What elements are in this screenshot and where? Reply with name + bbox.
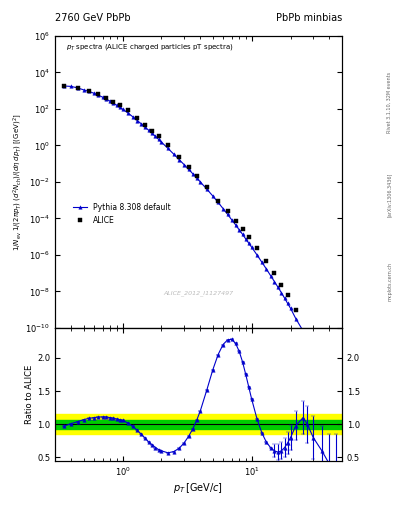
ALICE [305,329,310,335]
Pythia 8.308 default [285,301,290,307]
X-axis label: $p_T\,[\mathrm{GeV}/c]$: $p_T\,[\mathrm{GeV}/c]$ [173,481,224,495]
ALICE [111,98,116,104]
Text: 2760 GeV PbPb: 2760 GeV PbPb [55,13,130,23]
ALICE [264,258,269,264]
ALICE [186,164,191,170]
Text: ALICE_2012_I1127497: ALICE_2012_I1127497 [163,290,233,296]
Text: PbPb minbias: PbPb minbias [275,13,342,23]
Pythia 8.308 default [225,211,230,217]
Bar [55,420,342,429]
Line: Pythia 8.308 default: Pythia 8.308 default [62,84,338,421]
ALICE [225,208,230,215]
ALICE [177,154,182,160]
ALICE [285,292,290,298]
ALICE [279,282,284,288]
Pythia 8.308 default [204,186,209,193]
Text: mcplots.cern.ch: mcplots.cern.ch [387,262,392,301]
ALICE [194,173,199,179]
ALICE [255,245,259,251]
ALICE [240,226,245,232]
Legend: Pythia 8.308 default, ALICE: Pythia 8.308 default, ALICE [70,200,174,228]
ALICE [166,142,171,148]
Y-axis label: Ratio to ALICE: Ratio to ALICE [25,365,34,424]
ALICE [125,108,130,114]
Y-axis label: $1/N_\mathrm{ev}\;1/(2\pi p_T)\;(d^2N_\mathrm{ch})/(d\eta\,dp_T)\;[(\mathrm{GeV}: $1/N_\mathrm{ev}\;1/(2\pi p_T)\;(d^2N_\m… [11,113,24,251]
Bar [55,414,342,434]
Text: Rivet 3.1.10, 32M events: Rivet 3.1.10, 32M events [387,72,392,133]
ALICE [61,83,66,89]
ALICE [75,85,80,91]
ALICE [246,234,251,240]
Pythia 8.308 default [153,133,158,139]
ALICE [143,122,148,128]
ALICE [320,361,324,368]
ALICE [204,184,209,190]
ALICE [233,218,238,224]
ALICE [294,307,298,313]
Line: ALICE: ALICE [61,83,324,367]
Text: [arXiv:1306.3436]: [arXiv:1306.3436] [387,173,392,217]
Pythia 8.308 default [125,110,130,116]
ALICE [272,270,277,276]
Text: $p_T$ spectra (ALICE charged particles pT spectra): $p_T$ spectra (ALICE charged particles p… [66,41,234,52]
ALICE [216,198,220,204]
Pythia 8.308 default [117,104,122,110]
ALICE [96,91,101,97]
Pythia 8.308 default [61,83,66,89]
ALICE [86,88,91,94]
Pythia 8.308 default [334,416,338,422]
ALICE [156,133,161,139]
ALICE [150,128,155,134]
ALICE [117,102,122,108]
ALICE [135,115,140,121]
ALICE [104,95,109,101]
